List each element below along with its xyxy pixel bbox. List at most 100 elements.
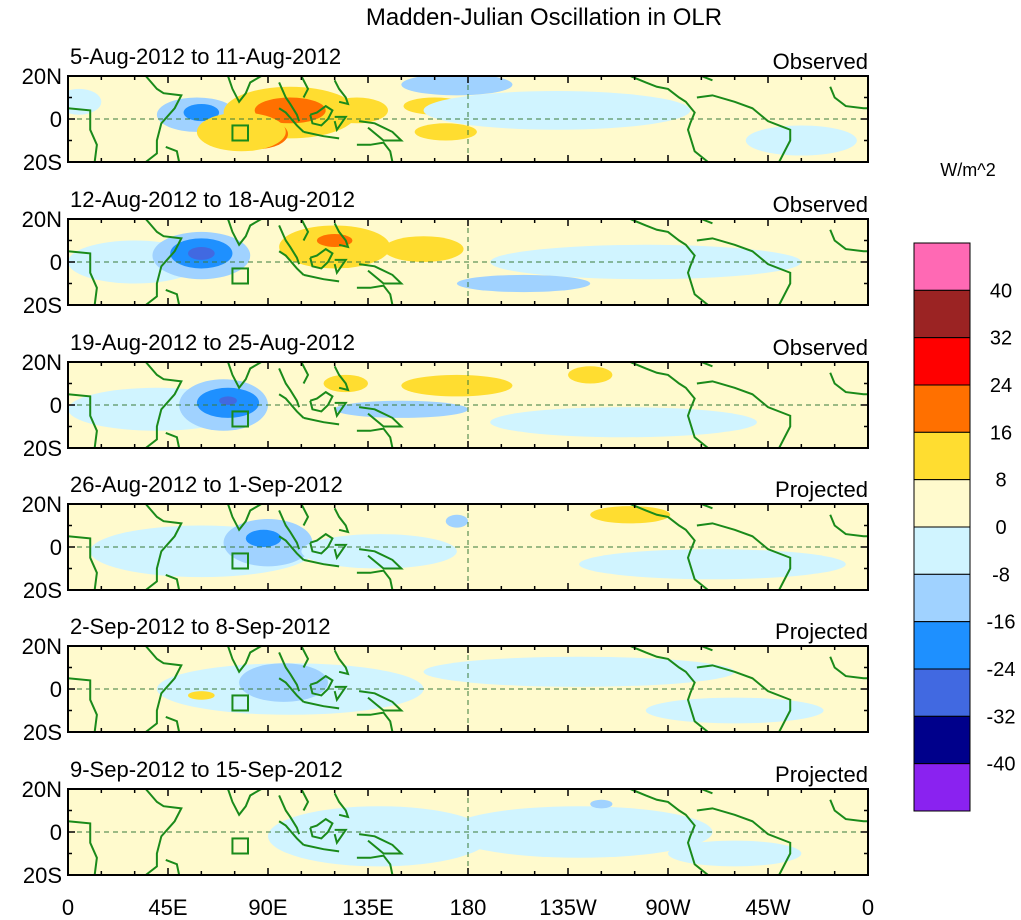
coastline xyxy=(278,820,305,846)
coastline xyxy=(629,219,709,305)
y-tick-label: 20N xyxy=(22,777,62,802)
coastline xyxy=(165,146,181,162)
region-box xyxy=(231,837,249,855)
y-tick-label: 20N xyxy=(22,492,62,517)
coastline xyxy=(333,115,348,133)
coastline xyxy=(165,859,181,875)
colorbar-level-label: 8 xyxy=(995,470,1006,492)
colorbar-level-label: 40 xyxy=(990,280,1012,302)
coastline xyxy=(145,219,183,305)
coastline xyxy=(683,789,713,795)
x-tick-label: 180 xyxy=(450,895,487,920)
y-tick-label: 20N xyxy=(22,634,62,659)
coastline xyxy=(300,504,310,526)
coastline xyxy=(333,649,350,676)
coastline xyxy=(333,685,348,703)
coastline xyxy=(219,76,262,104)
coastline xyxy=(333,79,350,106)
panel-status: Projected xyxy=(775,477,868,502)
olr-anomaly-contour xyxy=(445,806,713,858)
coastline xyxy=(683,362,713,368)
colorbar-level-label: 16 xyxy=(990,422,1012,444)
map-panel: 19-Aug-2012 to 25-Aug-2012 Observed 20N 0 20… xyxy=(22,330,869,461)
coastline xyxy=(358,406,404,428)
colorbar-level-label: 32 xyxy=(990,328,1012,350)
coastline xyxy=(303,130,340,140)
olr-anomaly-contour xyxy=(401,76,513,96)
coastline xyxy=(309,247,334,270)
x-tick-label: 135E xyxy=(342,895,393,920)
olr-anomaly-contour xyxy=(68,88,102,115)
coastline xyxy=(683,504,713,510)
coastline xyxy=(303,558,340,568)
x-tick-label: 90W xyxy=(645,895,690,920)
panel-status: Observed xyxy=(773,49,868,74)
x-tick-label: 0 xyxy=(62,895,74,920)
region-box xyxy=(231,410,249,428)
olr-anomaly-contour xyxy=(254,97,326,124)
colorbar-level-label: 0 xyxy=(995,517,1006,539)
coastline xyxy=(278,107,305,133)
x-tick-label: 0 xyxy=(862,895,874,920)
coastline xyxy=(68,107,98,162)
colorbar-level-label: -24 xyxy=(987,659,1016,681)
coastline xyxy=(358,263,404,285)
olr-anomaly-contour xyxy=(219,396,237,406)
coastline xyxy=(303,416,340,426)
y-tick-label: 20N xyxy=(22,64,62,89)
coastline xyxy=(278,535,305,561)
y-tick-label: 20S xyxy=(23,293,62,318)
olr-anomaly-contour xyxy=(183,103,220,122)
coastline xyxy=(309,817,334,840)
coastline xyxy=(333,507,350,534)
region-box xyxy=(231,124,249,142)
coastline xyxy=(165,432,181,448)
coastline xyxy=(219,504,262,532)
colorbar-units-label: W/m^2 xyxy=(940,160,995,180)
y-tick-label: 20S xyxy=(23,863,62,888)
colorbar-level-label: -16 xyxy=(987,612,1016,634)
coastline xyxy=(165,716,181,732)
olr-anomaly-contour xyxy=(414,123,477,141)
coastline xyxy=(303,273,340,283)
colorbar-level-label: -40 xyxy=(987,754,1016,776)
olr-anomaly-contour xyxy=(245,529,282,548)
coastline xyxy=(696,237,792,305)
coastline xyxy=(278,652,301,692)
olr-anomaly-contour xyxy=(590,799,613,809)
coastline xyxy=(300,789,310,811)
coastline xyxy=(303,843,340,853)
coastline xyxy=(696,94,792,162)
coastline xyxy=(356,284,394,305)
coastline xyxy=(278,393,305,419)
coastline xyxy=(358,120,404,142)
colorbar-swatch xyxy=(913,668,971,717)
colorbar-level-label: -8 xyxy=(992,564,1010,586)
olr-anomaly-contour xyxy=(423,656,735,687)
y-tick-label: 20N xyxy=(22,350,62,375)
panel-date-range: 26-Aug-2012 to 1-Sep-2012 xyxy=(70,472,343,497)
olr-anomaly-contour xyxy=(383,236,464,262)
coastline xyxy=(68,535,98,590)
panel-status: Projected xyxy=(775,762,868,787)
coastline xyxy=(309,674,334,697)
colorbar-level-label: -32 xyxy=(987,706,1016,728)
olr-anomaly-contour xyxy=(196,112,286,152)
coastline xyxy=(829,86,868,110)
coastline xyxy=(629,504,709,590)
coastline xyxy=(278,795,301,835)
colorbar-swatch xyxy=(913,337,971,386)
colorbar-swatch xyxy=(913,621,971,670)
colorbar-level-label: 24 xyxy=(990,375,1012,397)
coastline xyxy=(219,219,262,247)
olr-anomaly-contour xyxy=(745,125,857,156)
coastline xyxy=(696,807,792,875)
y-tick-label: 0 xyxy=(50,393,62,418)
coastline xyxy=(165,289,181,305)
coastline xyxy=(629,362,709,448)
region-box xyxy=(231,552,249,570)
coastline xyxy=(696,522,792,590)
coastline xyxy=(829,514,868,538)
coastline xyxy=(829,372,868,396)
map-panel: 2-Sep-2012 to 8-Sep-2012 Projected 20N 0 20S xyxy=(22,614,869,745)
